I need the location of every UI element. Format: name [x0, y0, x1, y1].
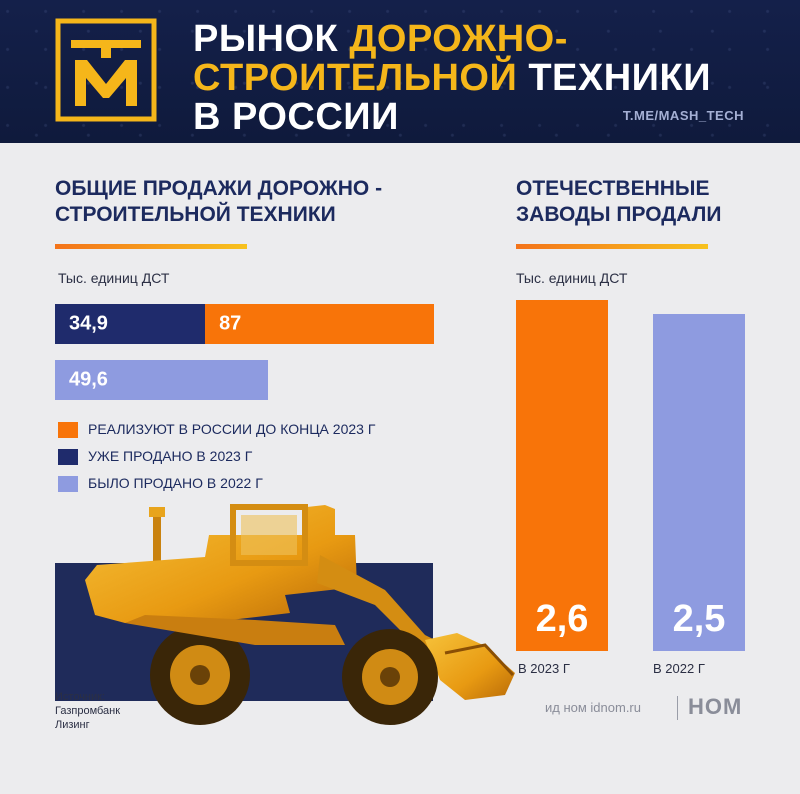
brand-footer: ид ном idnom.ru НОМ [545, 694, 765, 724]
right-title-underline [516, 244, 708, 249]
vbar: 2,5 [653, 313, 745, 651]
left-chart-unit: Тыс. единиц ДСТ [58, 270, 170, 286]
hbar-segment: 49,6 [55, 360, 269, 400]
legend-swatch [58, 449, 78, 465]
hbar-value-label: 34,9 [69, 312, 108, 335]
mash-tech-logo-icon [55, 18, 157, 122]
page-title-line-2: СТРОИТЕЛЬНОЙ ТЕХНИКИ [193, 57, 712, 99]
legend-swatch [58, 422, 78, 438]
vbar-value-label: 2,6 [535, 598, 589, 640]
wheel-loader-illustration [85, 504, 515, 725]
legend-label: УЖЕ ПРОДАНО В 2023 Г [88, 448, 253, 464]
right-chart-unit: Тыс. единиц ДСТ [516, 270, 628, 286]
brand-logo-text: НОМ [688, 694, 743, 719]
brand-separator [677, 696, 678, 720]
vbar-value-label: 2,5 [672, 598, 726, 640]
legend-label: БЫЛО ПРОДАНО В 2022 Г [88, 475, 263, 491]
vbar-category-label: В 2023 Г [518, 661, 570, 676]
hbar-value-label: 49,6 [69, 368, 108, 391]
hbar-value-label: 87 [219, 312, 242, 335]
vbar: 2,6 [516, 300, 608, 651]
left-title-underline [55, 244, 247, 249]
hbar-segment: 34,9 [55, 304, 206, 344]
channel-link[interactable]: T.ME/MASH_TECH [622, 108, 744, 123]
legend-swatch [58, 476, 78, 492]
vbar-category-label: В 2022 Г [653, 661, 705, 676]
hbar-segment: 87 [205, 304, 434, 344]
right-chart-title: ОТЕЧЕСТВЕННЫЕ ЗАВОДЫ ПРОДАЛИ [516, 177, 722, 226]
left-chart-title: ОБЩИЕ ПРОДАЖИ ДОРОЖНО - СТРОИТЕЛЬНОЙ ТЕХ… [55, 177, 383, 226]
brand-site-text[interactable]: ид ном idnom.ru [545, 700, 641, 715]
page-title-line-1: РЫНОК ДОРОЖНО- [193, 18, 568, 60]
legend-label: РЕАЛИЗУЮТ В РОССИИ ДО КОНЦА 2023 Г [88, 421, 376, 437]
header-banner: РЫНОК ДОРОЖНО- СТРОИТЕЛЬНОЙ ТЕХНИКИ В РО… [0, 0, 800, 143]
page-title-line-3: В РОССИИ [193, 96, 399, 138]
source-note: Источник: Газпромбанк Лизинг [55, 691, 121, 731]
